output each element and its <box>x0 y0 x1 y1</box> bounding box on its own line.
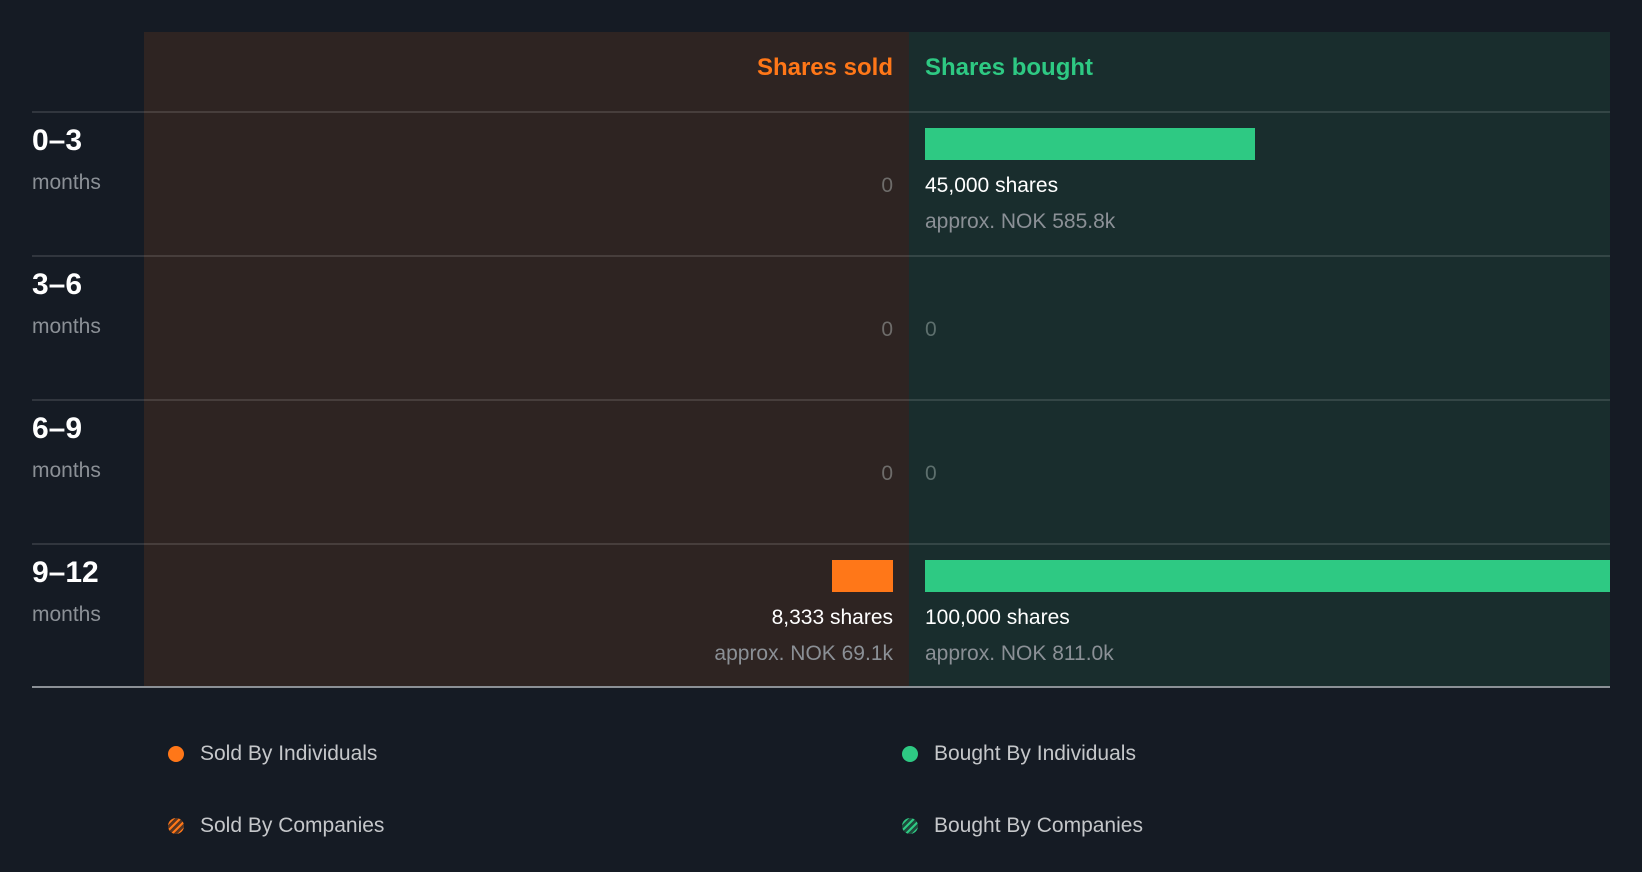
period-unit: months <box>32 171 101 194</box>
legend-sold-by-individuals[interactable]: Sold By Individuals <box>168 742 377 766</box>
period-range: 0–3 <box>32 124 83 157</box>
period-row-3-6: 3–6 months 0 0 <box>0 256 1642 400</box>
legend-bought-by-individuals[interactable]: Bought By Individuals <box>902 742 1136 766</box>
bought-shares: 45,000 shares <box>925 174 1059 197</box>
period-row-6-9: 6–9 months 0 0 <box>0 400 1642 544</box>
period-unit: months <box>32 603 101 626</box>
bought-approx-value: approx. NOK 585.8k <box>925 210 1116 233</box>
orange-striped-dot-icon <box>168 818 184 834</box>
bought-shares: 100,000 shares <box>925 606 1070 629</box>
sold-zero-value: 0 <box>881 174 893 197</box>
bought-zero-value: 0 <box>925 318 937 341</box>
sold-approx-value: approx. NOK 69.1k <box>714 642 893 665</box>
row-divider <box>32 543 1610 545</box>
row-divider <box>32 255 1610 257</box>
shares-sold-header: Shares sold <box>756 54 893 81</box>
legend-label: Sold By Individuals <box>200 742 378 765</box>
row-divider <box>32 111 1610 113</box>
green-dot-icon <box>902 746 918 762</box>
bought-approx-value: approx. NOK 811.0k <box>925 642 1114 665</box>
bought-zero-value: 0 <box>925 462 937 485</box>
bought-bar[interactable] <box>925 560 1610 592</box>
shares-bought-header: Shares bought <box>925 54 1094 81</box>
period-row-0-3: 0–3 months 0 45,000 shares approx. NOK 5… <box>0 112 1642 256</box>
sold-shares: 8,333 shares <box>771 606 893 629</box>
row-divider <box>32 399 1610 401</box>
green-striped-dot-icon <box>902 818 918 834</box>
legend-bought-by-companies[interactable]: Bought By Companies <box>902 814 1143 838</box>
period-unit: months <box>32 459 101 482</box>
sold-panel <box>144 32 909 687</box>
period-range: 3–6 <box>32 268 83 301</box>
period-range: 9–12 <box>32 556 99 589</box>
bought-bar[interactable] <box>925 128 1255 160</box>
period-row-9-12: 9–12 months 8,333 shares approx. NOK 69.… <box>0 544 1642 688</box>
orange-dot-icon <box>168 746 184 762</box>
period-range: 6–9 <box>32 412 83 445</box>
legend-label: Bought By Individuals <box>934 742 1136 765</box>
legend-sold-by-companies[interactable]: Sold By Companies <box>168 814 384 838</box>
legend-label: Bought By Companies <box>934 814 1143 837</box>
legend-label: Sold By Companies <box>200 814 385 837</box>
sold-bar[interactable] <box>832 560 893 592</box>
sold-zero-value: 0 <box>881 462 893 485</box>
sold-zero-value: 0 <box>881 318 893 341</box>
chart-baseline <box>32 686 1610 688</box>
period-unit: months <box>32 315 101 338</box>
